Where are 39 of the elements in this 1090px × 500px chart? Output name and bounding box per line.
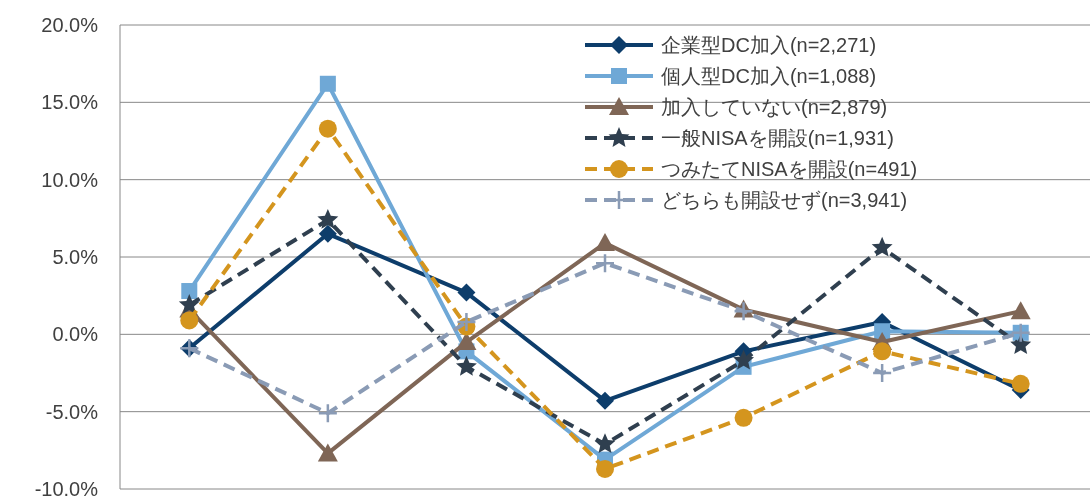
point <box>873 342 892 361</box>
point <box>733 349 755 370</box>
legend-label: 企業型DC加入(n=2,271) <box>661 34 877 56</box>
point <box>457 283 476 302</box>
point <box>1010 301 1031 320</box>
point <box>594 433 616 454</box>
point <box>456 311 477 333</box>
point <box>596 391 614 410</box>
point <box>1011 374 1030 393</box>
legend-label: 一般NISAを開設(n=1,931) <box>661 127 894 149</box>
point <box>317 443 338 462</box>
point <box>733 300 754 322</box>
y-tick-label: -5.0% <box>45 400 99 423</box>
point <box>871 236 893 257</box>
point <box>594 252 616 274</box>
point <box>317 402 339 424</box>
legend-label: 個人型DC加入(n=1,088) <box>661 65 877 87</box>
point <box>319 75 336 92</box>
point <box>596 459 614 478</box>
y-tick-label: 10.0% <box>41 168 99 191</box>
point <box>318 119 337 138</box>
point <box>317 208 339 229</box>
y-tick-label: 0.0% <box>52 323 99 346</box>
point <box>181 283 198 300</box>
legend-label: 加入していない(n=2,879) <box>661 96 888 118</box>
legend-label: つみたてNISAを開設(n=491) <box>661 158 918 180</box>
y-tick-label: 20.0% <box>41 14 99 36</box>
point <box>456 332 477 351</box>
point <box>180 311 199 330</box>
point <box>318 224 337 243</box>
point <box>178 293 200 314</box>
legend-label: どちらも開設せず(n=3,941) <box>661 189 908 212</box>
y-tick-label: 15.0% <box>41 91 99 114</box>
y-tick-label: 5.0% <box>52 246 99 268</box>
point <box>871 362 893 384</box>
point <box>734 408 753 427</box>
point <box>595 233 615 252</box>
point <box>455 355 477 376</box>
y-tick-label: -10.0% <box>34 478 99 500</box>
